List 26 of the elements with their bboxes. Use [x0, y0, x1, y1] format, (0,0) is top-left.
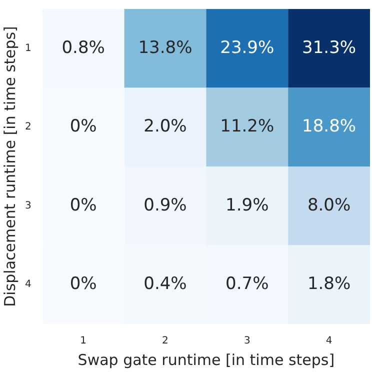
data-label: 1.8% [307, 274, 351, 294]
data-label: 0% [70, 195, 97, 216]
y-axis-title: Displacement runtime [in time steps] [0, 26, 19, 307]
x-tick-label: 1 [80, 336, 87, 347]
data-label: 2.0% [144, 116, 187, 137]
data-label: 1.9% [226, 195, 269, 216]
y-tick-label: 2 [24, 122, 32, 133]
data-label: 13.8% [138, 38, 192, 58]
x-tick-label: 3 [244, 336, 250, 347]
data-label: 0% [70, 274, 97, 294]
x-axis-title: Swap gate runtime [in time steps] [78, 350, 335, 369]
data-label: 0% [70, 116, 97, 137]
data-label: 23.9% [220, 38, 274, 58]
data-label: 0.9% [144, 195, 187, 216]
y-tick-label: 3 [24, 200, 32, 212]
data-label: 0.8% [62, 38, 105, 58]
y-tick-label: 4 [24, 279, 32, 290]
x-tick-label: 4 [326, 336, 332, 347]
y-tick-label: 1 [24, 42, 32, 54]
data-label: 0.7% [226, 274, 269, 294]
data-label: 31.3% [302, 38, 356, 58]
x-tick-label: 2 [162, 336, 168, 347]
data-label: 0.4% [144, 274, 187, 294]
data-label: 8.0% [307, 195, 351, 216]
data-label: 11.2% [220, 116, 274, 137]
data-label: 18.8% [302, 116, 356, 137]
